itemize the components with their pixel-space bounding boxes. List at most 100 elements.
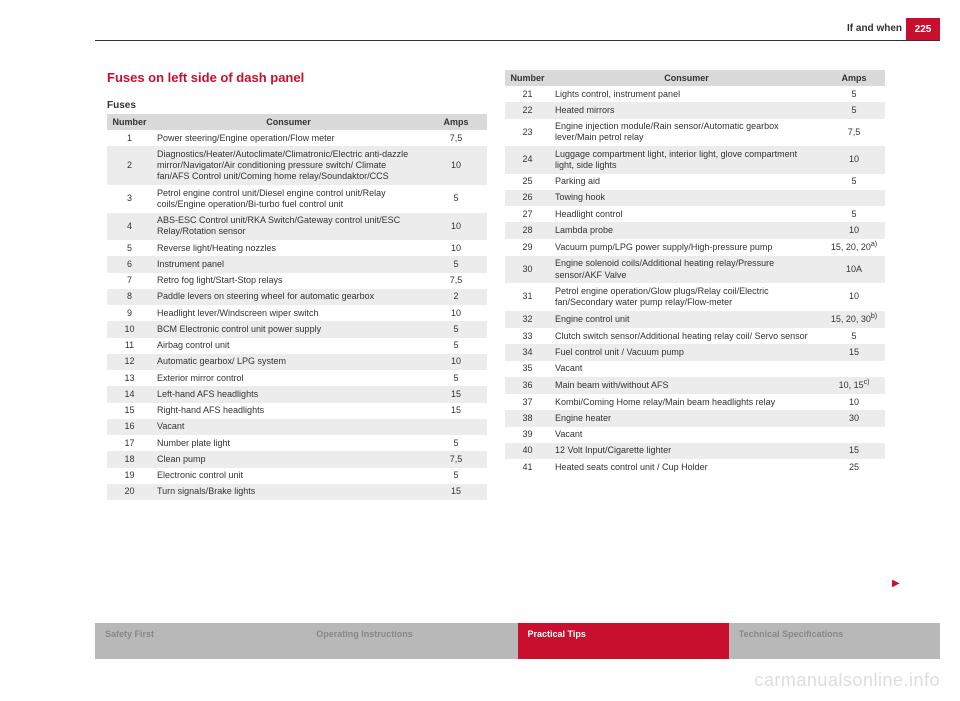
fuse-number: 18	[107, 451, 152, 467]
fuse-amps: 5	[425, 256, 487, 272]
table-row: 20Turn signals/Brake lights15	[107, 484, 487, 500]
page-number-badge: 225	[906, 18, 940, 40]
col-consumer: Consumer	[550, 70, 823, 86]
fuse-consumer: Number plate light	[152, 435, 425, 451]
fuse-amps: 15	[425, 403, 487, 419]
fuse-consumer: Towing hook	[550, 190, 823, 206]
fuse-amps: 5	[425, 185, 487, 213]
fuse-consumer: Diagnostics/Heater/Autoclimate/Climatron…	[152, 146, 425, 185]
fuse-consumer: BCM Electronic control unit power supply	[152, 321, 425, 337]
footer-tab[interactable]: Technical Specifications	[729, 623, 940, 659]
fuse-amps: 15	[823, 344, 885, 360]
fuse-number: 34	[505, 344, 550, 360]
table-row: 6Instrument panel5	[107, 256, 487, 272]
page-number: 225	[915, 24, 932, 35]
col-amps: Amps	[823, 70, 885, 86]
fuse-amps: 10	[425, 305, 487, 321]
fuse-number: 10	[107, 321, 152, 337]
table-row: 37Kombi/Coming Home relay/Main beam head…	[505, 394, 885, 410]
fuse-amps: 5	[425, 468, 487, 484]
fuse-amps: 15	[425, 386, 487, 402]
table-row: 23Engine injection module/Rain sensor/Au…	[505, 119, 885, 147]
fuse-amps: 15	[425, 484, 487, 500]
table-row: 1Power steering/Engine operation/Flow me…	[107, 130, 487, 146]
fuse-number: 32	[505, 311, 550, 328]
fuse-consumer: Vacuum pump/LPG power supply/High-pressu…	[550, 239, 823, 256]
fuse-amps: 10	[823, 394, 885, 410]
fuse-amps: 7,5	[425, 451, 487, 467]
table-header-row: Number Consumer Amps	[107, 114, 487, 130]
fuse-number: 23	[505, 119, 550, 147]
table-row: 30Engine solenoid coils/Additional heati…	[505, 256, 885, 284]
fuse-consumer: Retro fog light/Start-Stop relays	[152, 273, 425, 289]
fuse-amps: 7,5	[425, 273, 487, 289]
table-row: 22Heated mirrors5	[505, 102, 885, 118]
table-row: 33Clutch switch sensor/Additional heatin…	[505, 328, 885, 344]
fuse-amps: 10	[823, 283, 885, 311]
fuse-consumer: Clutch switch sensor/Additional heating …	[550, 328, 823, 344]
fuse-number: 8	[107, 289, 152, 305]
table-row: 38Engine heater30	[505, 410, 885, 426]
fuse-number: 35	[505, 361, 550, 377]
fuse-amps: 10, 15c)	[823, 377, 885, 394]
fuse-number: 7	[107, 273, 152, 289]
fuse-amps: 5	[823, 206, 885, 222]
fuse-amps: 2	[425, 289, 487, 305]
fuse-amps: 5	[823, 328, 885, 344]
table-row: 41Heated seats control unit / Cup Holder…	[505, 459, 885, 475]
table-row: 32Engine control unit15, 20, 30b)	[505, 311, 885, 328]
fuse-consumer: Vacant	[550, 427, 823, 443]
fuse-consumer: Parking aid	[550, 174, 823, 190]
fuse-number: 9	[107, 305, 152, 321]
fuse-number: 1	[107, 130, 152, 146]
footer-tab[interactable]: Operating Instructions	[306, 623, 517, 659]
fuse-number: 16	[107, 419, 152, 435]
fuse-amps: 10A	[823, 256, 885, 284]
fuse-consumer: Main beam with/without AFS	[550, 377, 823, 394]
footer-tab[interactable]: Practical Tips	[518, 623, 729, 659]
fuse-consumer: Automatic gearbox/ LPG system	[152, 354, 425, 370]
fuse-number: 5	[107, 240, 152, 256]
fuse-consumer: Paddle levers on steering wheel for auto…	[152, 289, 425, 305]
table-row: 34Fuel control unit / Vacuum pump15	[505, 344, 885, 360]
fuse-consumer: Reverse light/Heating nozzles	[152, 240, 425, 256]
fuse-amps: 5	[823, 86, 885, 102]
table-row: 24Luggage compartment light, interior li…	[505, 146, 885, 174]
table-row: 4012 Volt Input/Cigarette lighter15	[505, 443, 885, 459]
footer-tab[interactable]: Safety First	[95, 623, 306, 659]
fuse-number: 24	[505, 146, 550, 174]
fuse-number: 27	[505, 206, 550, 222]
fuse-amps: 10	[823, 222, 885, 238]
fuse-amps: 7,5	[823, 119, 885, 147]
fuse-consumer: Vacant	[550, 361, 823, 377]
fuse-consumer: Headlight lever/Windscreen wiper switch	[152, 305, 425, 321]
table-header-row: Number Consumer Amps	[505, 70, 885, 86]
fuse-consumer: Exterior mirror control	[152, 370, 425, 386]
fuse-consumer: ABS-ESC Control unit/RKA Switch/Gateway …	[152, 213, 425, 241]
fuse-number: 2	[107, 146, 152, 185]
manual-page: If and when 225 Fuses on left side of da…	[0, 0, 960, 701]
table-row: 9Headlight lever/Windscreen wiper switch…	[107, 305, 487, 321]
fuse-number: 22	[505, 102, 550, 118]
fuses-table-left: Number Consumer Amps 1Power steering/Eng…	[107, 114, 487, 500]
fuse-consumer: Instrument panel	[152, 256, 425, 272]
fuse-consumer: Heated mirrors	[550, 102, 823, 118]
fuse-amps: 10	[425, 354, 487, 370]
fuse-consumer: Right-hand AFS headlights	[152, 403, 425, 419]
table-row: 14Left-hand AFS headlights15	[107, 386, 487, 402]
fuse-number: 30	[505, 256, 550, 284]
fuse-number: 39	[505, 427, 550, 443]
fuse-amps: 15, 20, 30b)	[823, 311, 885, 328]
fuses-table-right: Number Consumer Amps 21Lights control, i…	[505, 70, 885, 475]
fuse-number: 20	[107, 484, 152, 500]
fuse-consumer: Luggage compartment light, interior ligh…	[550, 146, 823, 174]
fuse-number: 37	[505, 394, 550, 410]
fuse-amps: 10	[425, 240, 487, 256]
fuse-consumer: Engine control unit	[550, 311, 823, 328]
fuse-number: 13	[107, 370, 152, 386]
fuse-number: 15	[107, 403, 152, 419]
section-title: Fuses on left side of dash panel	[107, 70, 304, 85]
col-number: Number	[107, 114, 152, 130]
fuse-amps	[425, 419, 487, 435]
fuse-consumer: Electronic control unit	[152, 468, 425, 484]
